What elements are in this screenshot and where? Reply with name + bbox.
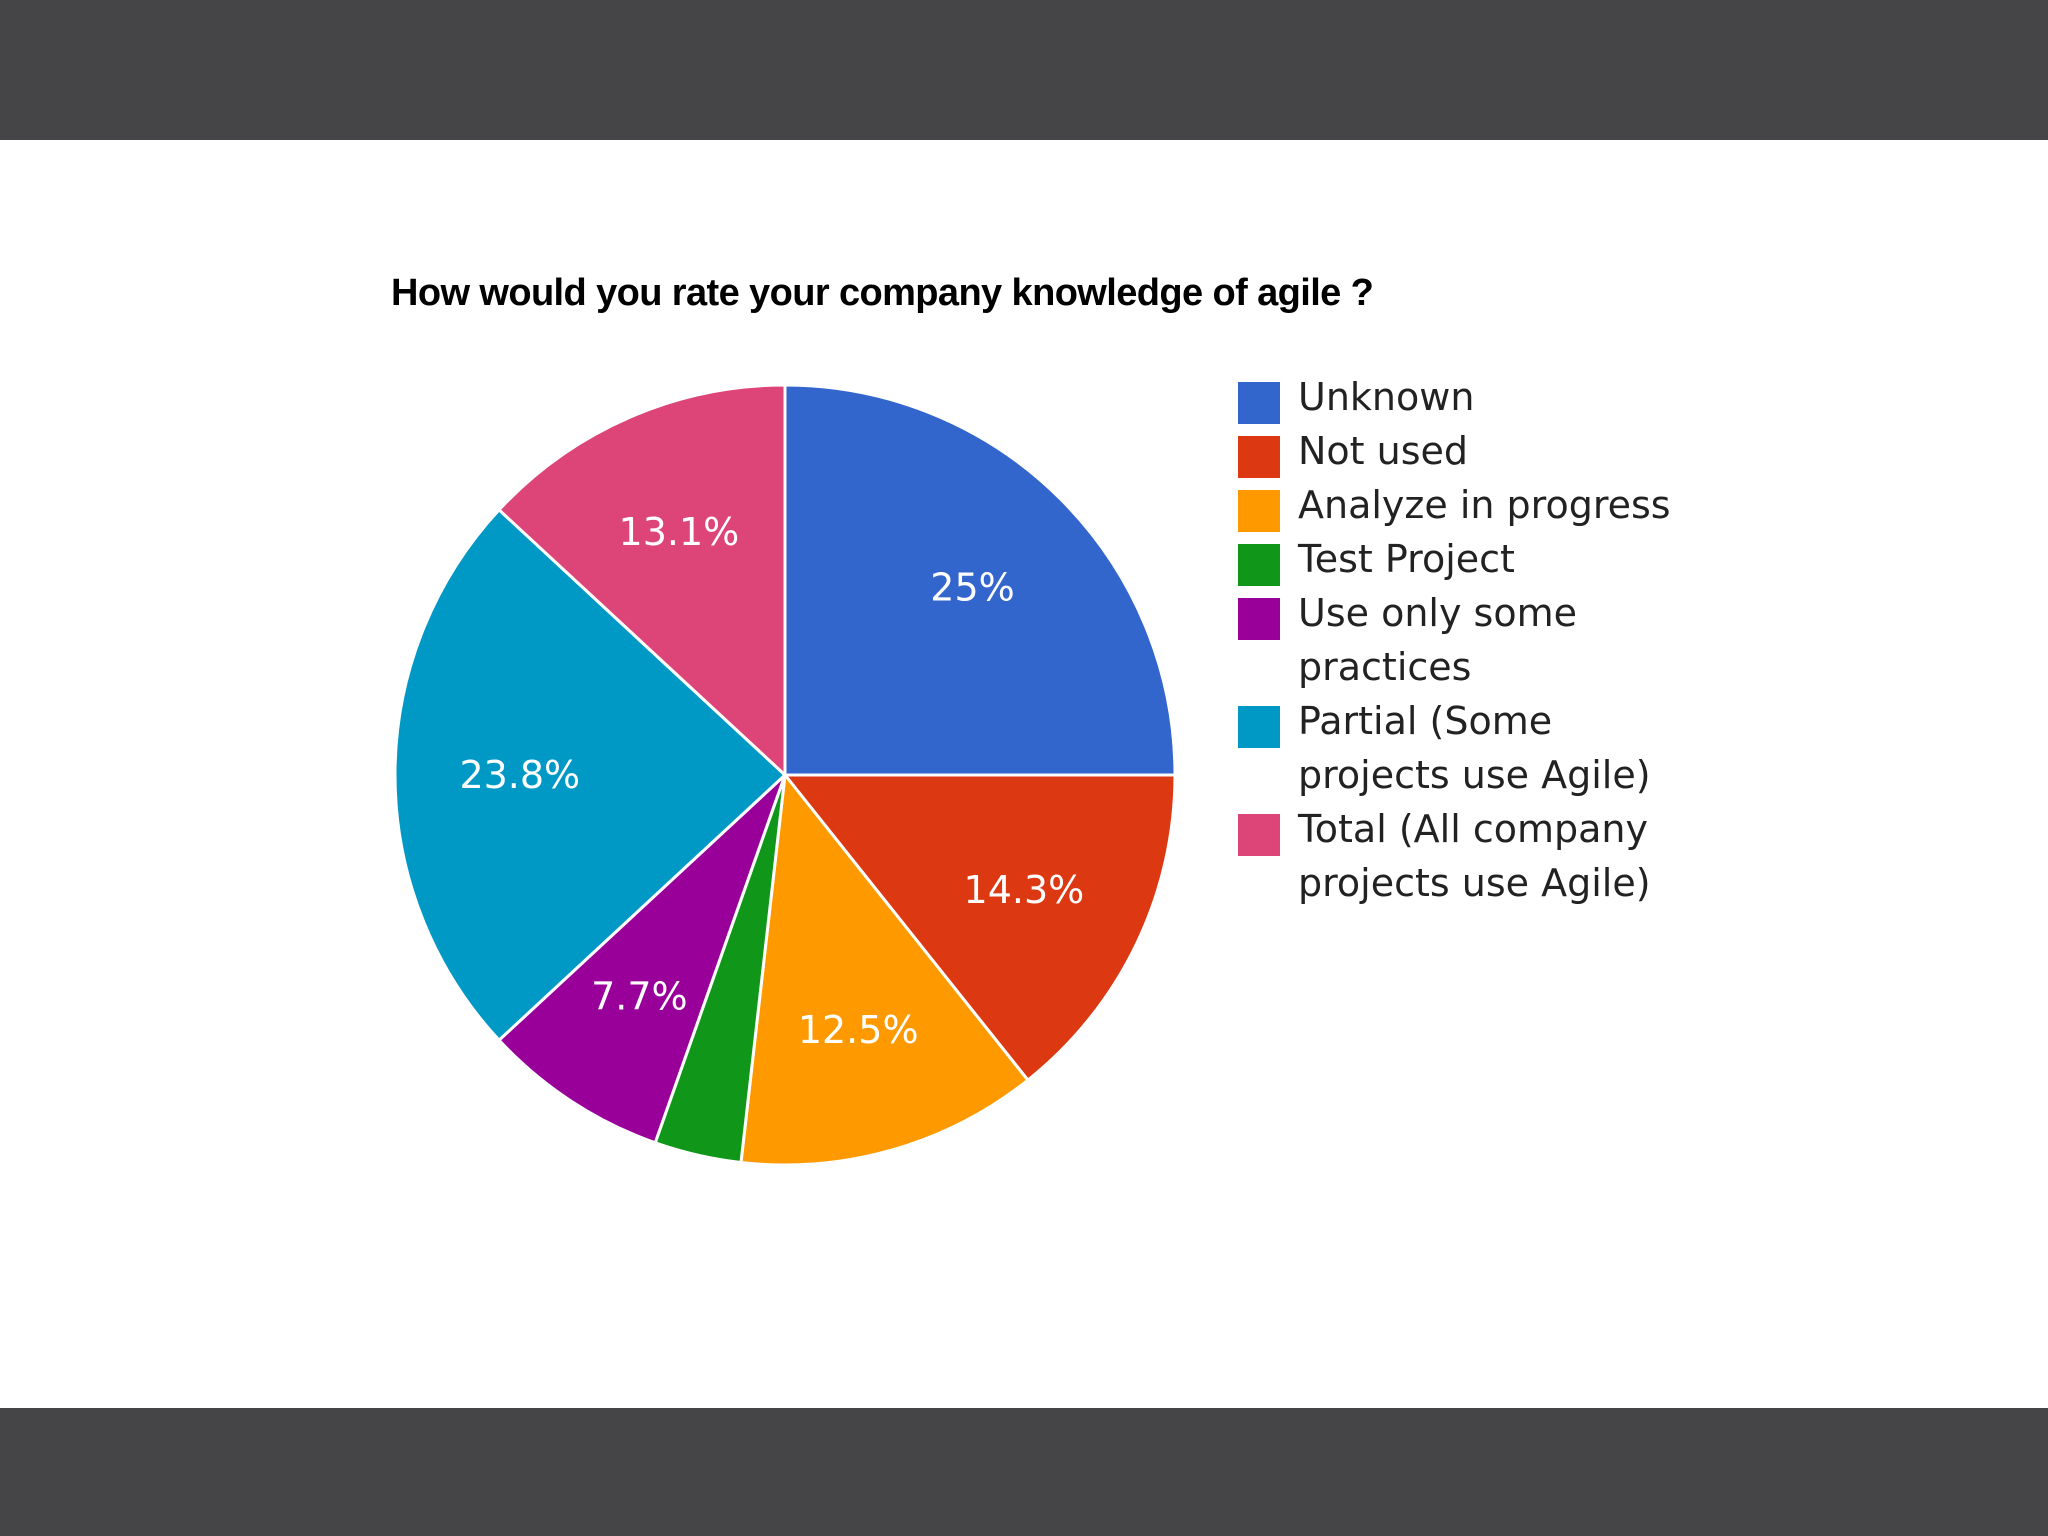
legend-item: Unknown xyxy=(1238,370,1698,424)
bottom-frame-bar xyxy=(0,1408,2048,1536)
legend-swatch xyxy=(1238,706,1280,748)
legend-item: Not used xyxy=(1238,424,1698,478)
chart-title: How would you rate your company knowledg… xyxy=(391,272,1374,314)
slice-label: 23.8% xyxy=(459,753,580,797)
legend-swatch xyxy=(1238,490,1280,532)
legend-label: Partial (Some projects use Agile) xyxy=(1298,699,1651,797)
legend-swatch xyxy=(1238,382,1280,424)
legend-item: Analyze in progress xyxy=(1238,478,1698,532)
top-frame-bar xyxy=(0,0,2048,140)
legend-item: Total (All company projects use Agile) xyxy=(1238,802,1698,910)
legend-item: Use only some practices xyxy=(1238,586,1698,694)
pie-slice-unknown xyxy=(783,383,1177,777)
slice-label: 13.1% xyxy=(619,510,740,554)
legend-label: Test Project xyxy=(1298,537,1515,581)
slice-label: 14.3% xyxy=(964,868,1085,912)
slice-label: 7.7% xyxy=(591,975,688,1019)
pie-slice-partial-some-projects-use-agile xyxy=(393,507,788,1043)
pie-slice-total-all-company-projects-use-agile xyxy=(496,383,787,779)
legend-label: Not used xyxy=(1298,429,1469,473)
legend-label: Unknown xyxy=(1298,375,1475,419)
slice-label: 25% xyxy=(930,565,1014,609)
legend-swatch xyxy=(1238,814,1280,856)
slice-label: 12.5% xyxy=(798,1008,919,1052)
pie-slice-use-only-some-practices xyxy=(496,773,787,1145)
legend-swatch xyxy=(1238,436,1280,478)
legend-swatch xyxy=(1238,544,1280,586)
chart-legend: Unknown Not used Analyze in progress Test P… xyxy=(1238,370,1698,910)
legend-label: Total (All company projects use Agile) xyxy=(1298,807,1651,905)
pie-slice-not-used xyxy=(781,773,1177,1083)
pie-slice-analyze-in-progress xyxy=(739,771,1030,1167)
legend-swatch xyxy=(1238,598,1280,640)
legend-label: Use only some practices xyxy=(1298,591,1577,689)
legend-item: Partial (Some projects use Agile) xyxy=(1238,694,1698,802)
legend-label: Analyze in progress xyxy=(1298,483,1671,527)
legend-item: Test Project xyxy=(1238,532,1698,586)
